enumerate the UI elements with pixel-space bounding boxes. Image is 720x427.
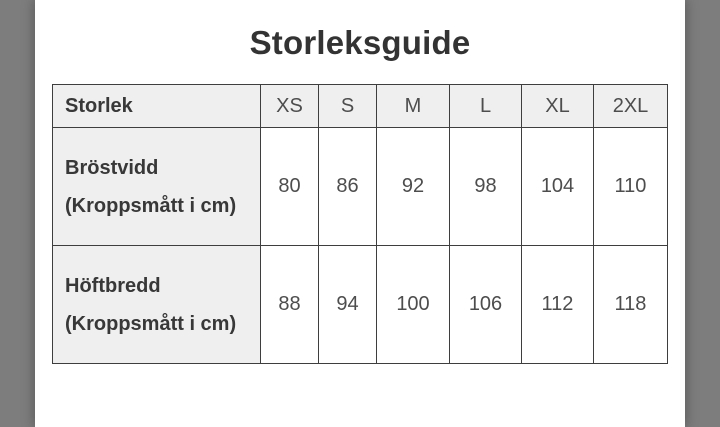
row-label-hoftbredd: Höftbredd (Kroppsmått i cm) (52, 245, 261, 365)
column-header-l: L (449, 84, 522, 129)
hoftbredd-value-xl: 112 (521, 245, 594, 365)
brostvidd-value-s: 86 (318, 127, 377, 247)
column-header-s: S (318, 84, 377, 129)
hoftbredd-value-s: 94 (318, 245, 377, 365)
table-row-hoftbredd: Höftbredd (Kroppsmått i cm) 88 94 100 10… (52, 245, 668, 365)
column-header-xs: XS (260, 84, 319, 129)
size-guide-title: Storleksguide (249, 24, 471, 61)
row-label-brostvidd: Bröstvidd (Kroppsmått i cm) (52, 127, 261, 247)
column-header-storlek: Storlek (52, 84, 261, 129)
hoftbredd-value-l: 106 (449, 245, 522, 365)
hoftbredd-value-m: 100 (376, 245, 450, 365)
brostvidd-value-xl: 104 (521, 127, 594, 247)
brostvidd-value-2xl: 110 (593, 127, 668, 247)
brostvidd-value-m: 92 (376, 127, 450, 247)
brostvidd-value-xs: 80 (260, 127, 319, 247)
column-header-m: M (376, 84, 450, 129)
brostvidd-value-l: 98 (449, 127, 522, 247)
column-header-2xl: 2XL (593, 84, 668, 129)
hoftbredd-value-xs: 88 (260, 245, 319, 365)
size-guide-table: Storlek XS S M L XL 2XL Bröstvidd (Kropp… (52, 84, 668, 365)
table-header-row: Storlek XS S M L XL 2XL (52, 84, 668, 129)
hoftbredd-value-2xl: 118 (593, 245, 668, 365)
size-guide-panel: Storleksguide Storlek XS S M L XL (35, 0, 685, 427)
table-row-brostvidd: Bröstvidd (Kroppsmått i cm) 80 86 92 98 … (52, 127, 668, 247)
column-header-xl: XL (521, 84, 594, 129)
